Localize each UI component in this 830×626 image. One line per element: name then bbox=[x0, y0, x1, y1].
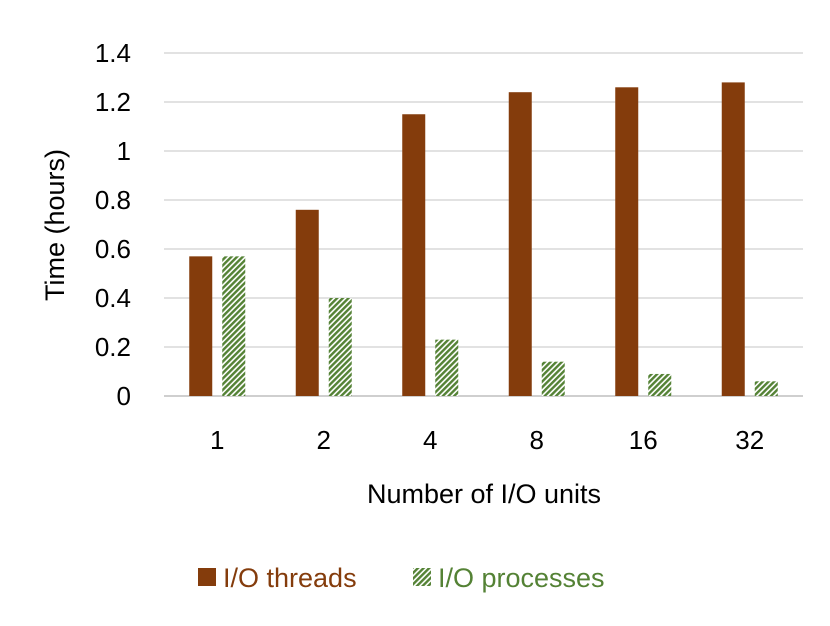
y-tick-label: 0.6 bbox=[95, 234, 131, 264]
y-tick-label: 0.4 bbox=[95, 283, 131, 313]
bar-io-threads bbox=[615, 87, 639, 397]
x-tick-label: 4 bbox=[423, 425, 437, 455]
x-tick-label: 8 bbox=[530, 425, 544, 455]
legend-label: I/O processes bbox=[438, 563, 605, 593]
bar-io-threads bbox=[402, 114, 426, 396]
bar-io-threads bbox=[721, 82, 745, 397]
x-tick-label: 32 bbox=[735, 425, 764, 455]
y-tick-label: 0.8 bbox=[95, 185, 131, 215]
legend-swatch bbox=[198, 568, 216, 586]
bars bbox=[189, 82, 778, 397]
x-tick-label: 1 bbox=[210, 425, 224, 455]
legend-swatch bbox=[413, 568, 431, 586]
gridlines bbox=[164, 52, 803, 397]
x-axis-title: Number of I/O units bbox=[367, 479, 601, 509]
bar-io-threads bbox=[295, 209, 319, 396]
bar-io-processes bbox=[222, 256, 246, 396]
bar-io-processes bbox=[328, 298, 352, 396]
bar-io-processes bbox=[754, 381, 778, 396]
y-tick-label: 1.4 bbox=[95, 38, 131, 68]
y-axis-ticks: 0 0.2 0.4 0.6 0.8 1 1.2 1.4 bbox=[95, 38, 131, 411]
y-tick-label: 1 bbox=[117, 136, 131, 166]
bar-io-threads bbox=[189, 256, 213, 396]
bar-io-processes bbox=[435, 339, 459, 396]
bar-io-threads bbox=[508, 92, 532, 396]
bar-io-processes bbox=[648, 373, 672, 396]
y-tick-label: 0.2 bbox=[95, 332, 131, 362]
x-axis-ticks: 1 2 4 8 16 32 bbox=[210, 425, 764, 455]
y-tick-label: 0 bbox=[117, 381, 131, 411]
legend: I/O threads I/O processes bbox=[198, 563, 605, 593]
y-tick-label: 1.2 bbox=[95, 87, 131, 117]
y-axis-title: Time (hours) bbox=[40, 149, 70, 301]
legend-label: I/O threads bbox=[223, 563, 357, 593]
x-tick-label: 2 bbox=[317, 425, 331, 455]
bar-io-processes bbox=[541, 361, 565, 396]
x-tick-label: 16 bbox=[629, 425, 658, 455]
